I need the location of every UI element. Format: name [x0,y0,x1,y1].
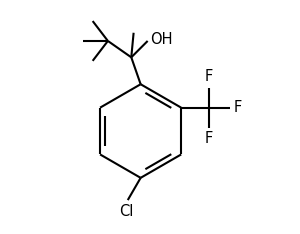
Text: F: F [205,131,213,146]
Text: F: F [234,100,242,115]
Text: F: F [205,69,213,84]
Text: OH: OH [151,32,173,47]
Text: Cl: Cl [119,204,134,219]
